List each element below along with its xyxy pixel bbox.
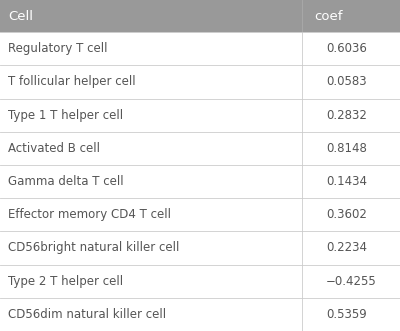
Bar [0, 264, 400, 298]
Text: 0.1434: 0.1434 [326, 175, 367, 188]
Bar [0, 132, 400, 165]
Text: −0.4255: −0.4255 [326, 275, 377, 288]
Text: 0.3602: 0.3602 [326, 208, 367, 221]
Text: Gamma delta T cell: Gamma delta T cell [8, 175, 124, 188]
Text: Cell: Cell [8, 10, 33, 23]
Text: 0.5359: 0.5359 [326, 308, 367, 321]
Bar [0, 65, 400, 99]
Text: 0.0583: 0.0583 [326, 75, 367, 88]
Bar [0, 99, 400, 132]
Text: Regulatory T cell: Regulatory T cell [8, 42, 108, 55]
Bar [0, 32, 400, 65]
Bar [0, 198, 400, 231]
Text: 0.2234: 0.2234 [326, 242, 367, 255]
Text: coef: coef [314, 10, 342, 23]
Text: 0.8148: 0.8148 [326, 142, 367, 155]
Text: Type 2 T helper cell: Type 2 T helper cell [8, 275, 123, 288]
Text: 0.6036: 0.6036 [326, 42, 367, 55]
Bar [0, 298, 400, 331]
Text: T follicular helper cell: T follicular helper cell [8, 75, 136, 88]
Text: Type 1 T helper cell: Type 1 T helper cell [8, 109, 123, 122]
Bar [0, 165, 400, 198]
Text: Activated B cell: Activated B cell [8, 142, 100, 155]
Bar [0, 0, 400, 32]
Text: 0.2832: 0.2832 [326, 109, 367, 122]
Text: Effector memory CD4 T cell: Effector memory CD4 T cell [8, 208, 171, 221]
Text: CD56bright natural killer cell: CD56bright natural killer cell [8, 242, 179, 255]
Text: CD56dim natural killer cell: CD56dim natural killer cell [8, 308, 166, 321]
Bar [0, 231, 400, 264]
